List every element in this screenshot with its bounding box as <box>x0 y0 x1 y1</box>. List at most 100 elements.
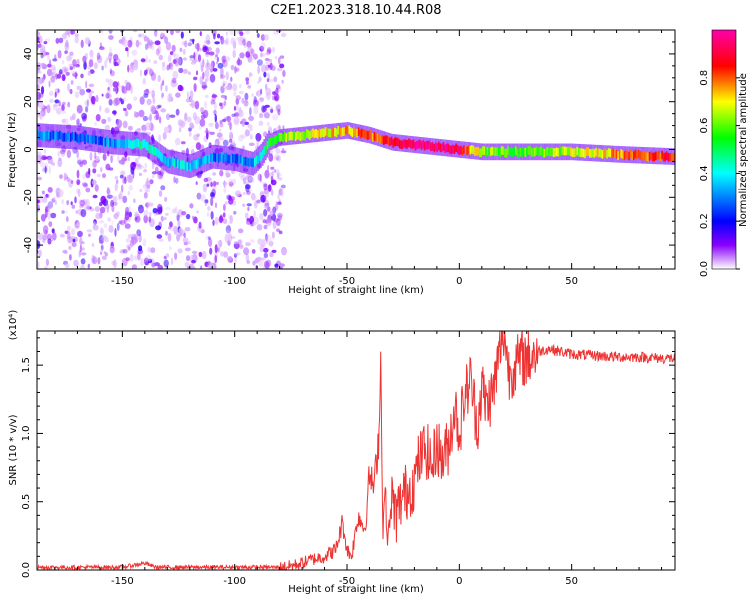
spectrogram-noise-cell <box>97 257 101 265</box>
spectrogram-ridge-cell <box>483 146 486 155</box>
spectrogram-noise-cell <box>212 219 215 226</box>
spectrogram-noise-cell <box>236 59 243 66</box>
spectrogram-ridge-cell <box>411 140 413 149</box>
snr-xtick-label: 0 <box>456 576 462 587</box>
spectrogram-noise-cell <box>67 83 70 92</box>
spectrogram-ridge-cell <box>147 142 149 151</box>
spectrogram-ridge-cell <box>154 146 157 156</box>
spectrogram-noise-cell <box>173 225 179 235</box>
spectrogram-noise-cell <box>99 105 102 112</box>
spectrogram-ridge-cell <box>625 150 627 159</box>
spectrogram-ridge-cell <box>412 139 415 149</box>
spectrogram-noise-cell <box>155 111 160 121</box>
spectrogram-ridge-cell <box>92 135 94 145</box>
spectrogram-ridge-cell <box>549 147 552 157</box>
spectrogram-ridge-cell <box>548 147 550 156</box>
spectrogram-ridge-cell <box>93 134 96 144</box>
spectrogram-noise-cell <box>53 196 56 201</box>
spectrogram-noise-cell <box>152 97 156 104</box>
spectrogram-ridge-cell <box>345 125 347 134</box>
spectrogram-noise-cell <box>69 51 74 56</box>
spectrogram-ridge-cell <box>312 128 314 138</box>
spectrogram-noise-cell <box>99 201 103 207</box>
spectrogram-ridge-cell <box>327 128 330 138</box>
spectrogram-noise-cell <box>107 53 113 62</box>
spectrogram-noise-cell <box>249 107 252 116</box>
spectrogram-noise-cell <box>265 233 268 242</box>
spectrogram-noise-cell <box>51 162 56 166</box>
spectrogram-noise-cell <box>225 71 229 81</box>
spectrogram-ridge-cell <box>115 139 118 148</box>
spectrogram-noise-cell <box>89 153 93 159</box>
spectrogram-noise-cell <box>37 199 40 204</box>
spectrogram-ridge-cell <box>551 147 553 157</box>
spectrogram-ridge-cell <box>353 127 355 136</box>
spectrogram-noise-cell <box>54 200 57 206</box>
spectrogram-noise-cell <box>172 70 179 80</box>
spectrogram-noise-cell <box>179 121 186 128</box>
spectrogram-noise-cell <box>154 114 159 121</box>
spectrogram-noise-cell <box>218 239 223 248</box>
spectrogram-ylabel: Frequency (Hz) <box>7 112 18 188</box>
spectrogram-ridge-cell <box>662 152 665 162</box>
spectrogram-noise-cell <box>256 33 260 38</box>
spectrogram-noise-cell <box>224 201 229 206</box>
spectrogram-noise-cell <box>57 159 63 168</box>
spectrogram-noise-cell <box>111 205 115 213</box>
spectrogram-ridge-cell <box>526 147 528 157</box>
spectrogram-ridge-cell <box>96 135 99 145</box>
spectrogram-ridge-cell <box>609 148 611 158</box>
spectrogram-noise-cell <box>112 87 116 92</box>
spectrogram-ridge-cell <box>414 141 416 151</box>
spectrogram-ridge-cell <box>265 145 267 154</box>
spectrogram-noise-cell <box>127 125 133 131</box>
spectrogram-ridge-cell <box>342 127 344 137</box>
spectrogram-ridge-cell <box>44 131 47 141</box>
spectrogram-noise-cell <box>213 33 216 40</box>
spectrogram-noise-cell <box>77 188 81 198</box>
spectrogram-ridge-cell <box>101 137 104 146</box>
spectrogram-noise-cell <box>145 69 148 75</box>
spectrogram-ridge-cell <box>634 149 637 159</box>
spectrogram-noise-cell <box>85 187 91 193</box>
spectrogram-noise-cell <box>74 91 80 99</box>
spectrogram-noise-cell <box>272 114 278 121</box>
spectrogram-noise-cell <box>79 237 83 245</box>
spectrogram-ridge-cell <box>125 139 127 148</box>
spectrogram-noise-cell <box>165 230 168 236</box>
spectrogram-noise-cell <box>170 30 174 36</box>
spectrogram-noise-cell <box>48 160 53 164</box>
spectrogram-ridge-cell <box>158 149 160 159</box>
spectrogram-noise-cell <box>64 42 70 52</box>
spectrogram-ridge-cell <box>637 149 640 159</box>
spectrogram-noise-cell <box>184 247 191 252</box>
spectrogram-noise-cell <box>91 95 96 105</box>
spectrogram-noise-cell <box>176 211 180 216</box>
spectrogram-noise-cell <box>167 232 172 242</box>
spectrogram-ridge-cell <box>167 158 170 167</box>
spectrogram-noise-cell <box>256 199 261 204</box>
spectrogram-ridge-cell <box>194 160 196 169</box>
spectrogram-noise-cell <box>66 200 70 206</box>
spectrogram-noise-cell <box>215 122 219 130</box>
spectrogram-noise-cell <box>106 57 108 63</box>
spectrogram-noise-cell <box>88 83 95 88</box>
spectrogram-ridge-cell <box>405 139 407 149</box>
spectrogram-ridge-cell <box>315 129 317 138</box>
spectrogram-noise-cell <box>145 254 152 262</box>
spectrogram-noise-cell <box>161 64 166 71</box>
spectrogram-noise-cell <box>43 41 48 45</box>
spectrogram-noise-cell <box>161 92 164 98</box>
spectrogram-noise-cell <box>58 101 62 107</box>
spectrogram-noise-cell <box>206 212 210 217</box>
spectrogram-noise-cell <box>189 55 195 59</box>
spectrogram-noise-cell <box>94 151 97 159</box>
spectrogram-noise-cell <box>208 238 213 247</box>
spectrogram-noise-cell <box>56 73 62 79</box>
spectrogram-noise-cell <box>238 134 244 142</box>
spectrogram-noise-cell <box>232 178 237 185</box>
spectrogram-ridge-cell <box>395 137 398 146</box>
spectrogram-noise-cell <box>45 193 50 198</box>
spectrogram-noise-cell <box>88 167 91 175</box>
spectrogram-noise-cell <box>221 59 228 68</box>
